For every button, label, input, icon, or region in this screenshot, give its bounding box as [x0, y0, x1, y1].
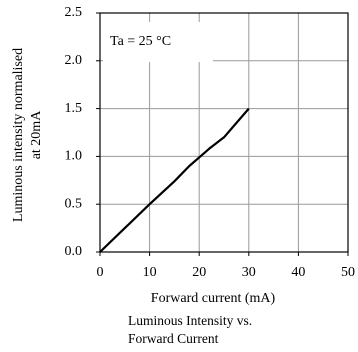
- y-tick-label: 0.5: [65, 196, 83, 211]
- y-axis: 0.0 0.5 1.0 1.5 2.0 2.5: [65, 5, 100, 259]
- caption-line-2: Forward Current: [128, 331, 219, 346]
- y-tick-label: 0.0: [65, 244, 83, 259]
- x-tick-label: 0: [97, 265, 104, 280]
- y-tick-label: 1.5: [65, 101, 83, 116]
- x-axis-label: Forward current (mA): [151, 291, 276, 306]
- y-axis-label-line-1: Luminous intensity normalised: [11, 48, 26, 222]
- y-tick-label: 1.0: [65, 149, 83, 164]
- x-tick-label: 40: [291, 265, 305, 280]
- x-tick-label: 50: [341, 265, 355, 280]
- y-tick-label: 2.0: [65, 53, 83, 68]
- caption-line-1: Luminous Intensity vs.: [128, 313, 252, 328]
- x-tick-label: 10: [143, 265, 157, 280]
- y-axis-label-line-2: at 20mA: [29, 110, 44, 159]
- annotation-text: Ta = 25 °C: [110, 34, 171, 49]
- plot-frame: [99, 12, 349, 253]
- y-tick-label: 2.5: [65, 5, 83, 20]
- series-line: [99, 107, 250, 253]
- annotation-box: [103, 22, 213, 62]
- x-tick-label: 20: [192, 265, 206, 280]
- x-axis: 0 10 20 30 40 50: [97, 252, 355, 280]
- x-tick-label: 30: [242, 265, 256, 280]
- series-group: [99, 107, 250, 253]
